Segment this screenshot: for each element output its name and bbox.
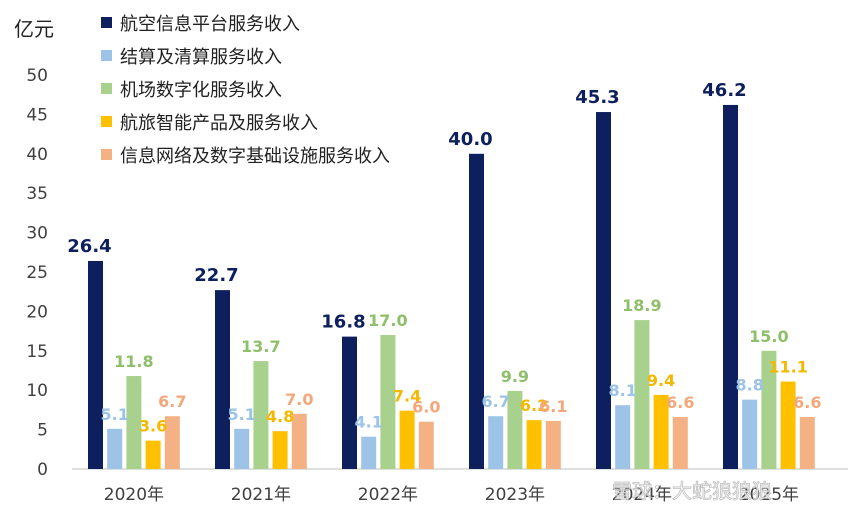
legend-swatch xyxy=(101,116,112,127)
y-tick-label: 20 xyxy=(26,302,48,322)
bar-4-2025年 xyxy=(780,381,796,469)
bar-1-2021年 xyxy=(215,290,230,469)
bar-1-2024年 xyxy=(596,112,611,469)
data-label: 7.0 xyxy=(285,390,313,409)
bar-5-2023年 xyxy=(545,420,561,469)
bar-4-2024年 xyxy=(653,394,669,469)
legend-swatch xyxy=(101,17,112,28)
legend-label: 航旅智能产品及服务收入 xyxy=(120,113,318,134)
bar-3-2024年 xyxy=(634,320,650,469)
bar-2-2025年 xyxy=(742,399,758,469)
y-tick-label: 10 xyxy=(26,381,48,401)
x-category-label: 2024年 xyxy=(612,485,672,505)
data-label: 3.6 xyxy=(139,417,167,436)
data-label: 8.1 xyxy=(609,381,637,400)
data-label: 7.4 xyxy=(393,387,421,406)
bar-4-2021年 xyxy=(272,431,288,469)
y-tick-label: 30 xyxy=(26,224,48,244)
bar-5-2022年 xyxy=(418,421,434,469)
y-tick-label: 35 xyxy=(26,184,48,204)
bar-5-2021年 xyxy=(291,413,307,469)
bar-1-2022年 xyxy=(342,336,357,469)
bar-3-2020年 xyxy=(126,376,142,469)
y-tick-label: 5 xyxy=(37,421,48,441)
data-label: 16.8 xyxy=(321,312,365,333)
legend-swatch xyxy=(101,83,112,94)
data-label: 15.0 xyxy=(749,327,788,346)
data-label: 9.9 xyxy=(501,367,529,386)
y-tick-label: 15 xyxy=(26,342,48,362)
bar-4-2020年 xyxy=(145,440,161,469)
y-tick-label: 25 xyxy=(26,263,48,283)
data-label: 6.7 xyxy=(482,392,510,411)
bar-3-2025年 xyxy=(761,350,777,469)
y-axis-unit-label: 亿元 xyxy=(14,17,54,41)
data-label: 46.2 xyxy=(702,80,746,101)
data-label: 5.1 xyxy=(101,405,129,424)
legend-swatch xyxy=(101,149,112,160)
data-label-group: 26.4 5.1 11.8 3.6 6.7 22.7 5.1 13.7 4.87.0 16.8 4.… xyxy=(67,80,821,436)
data-label: 13.7 xyxy=(241,337,280,356)
data-label: 4.8 xyxy=(266,407,294,426)
legend-label: 信息网络及数字基础设施服务收入 xyxy=(120,146,390,167)
data-label: 6.1 xyxy=(539,397,567,416)
bar-4-2022年 xyxy=(399,410,415,469)
bar-2-2023年 xyxy=(488,416,504,469)
data-label: 6.0 xyxy=(412,398,440,417)
legend-label: 机场数字化服务收入 xyxy=(120,80,282,101)
y-tick-label: 0 xyxy=(37,460,48,480)
y-tick-label: 50 xyxy=(26,66,48,86)
data-label: 6.7 xyxy=(158,392,186,411)
data-label: 40.0 xyxy=(448,129,492,150)
legend-swatch xyxy=(101,50,112,61)
data-label: 11.1 xyxy=(768,358,807,377)
bar-3-2023年 xyxy=(507,390,523,469)
bar-2-2020年 xyxy=(107,428,123,469)
bar-2-2022年 xyxy=(361,436,377,469)
data-label: 11.8 xyxy=(114,352,153,371)
bar-5-2020年 xyxy=(164,416,180,469)
x-category-label: 2025年 xyxy=(739,485,799,505)
x-category-label: 2022年 xyxy=(358,485,418,505)
bar-4-2023年 xyxy=(526,420,542,469)
data-label: 8.8 xyxy=(736,376,764,395)
legend-label: 航空信息平台服务收入 xyxy=(120,14,300,35)
bar-3-2022年 xyxy=(380,335,396,469)
data-label: 6.6 xyxy=(793,393,821,412)
legend: 航空信息平台服务收入结算及清算服务收入机场数字化服务收入航旅智能产品及服务收入信… xyxy=(101,14,390,167)
y-tick-label: 40 xyxy=(26,145,48,165)
data-label: 6.2 xyxy=(520,396,548,415)
x-category-label: 2023年 xyxy=(485,485,545,505)
bar-1-2025年 xyxy=(723,104,738,469)
bar-5-2024年 xyxy=(672,416,688,469)
data-label: 6.6 xyxy=(666,393,694,412)
x-category-label: 2021年 xyxy=(231,485,291,505)
bar-2-2021年 xyxy=(234,428,250,469)
data-label: 26.4 xyxy=(67,236,111,257)
data-label: 22.7 xyxy=(194,265,238,286)
data-label: 18.9 xyxy=(622,296,661,315)
watermark: 雪球：大蛇狼狼狼 xyxy=(612,479,772,503)
y-axis-ticks: 0 5 10 15 20 25 30 35 40 45 50 xyxy=(26,66,48,480)
legend-label: 结算及清算服务收入 xyxy=(120,47,282,68)
x-axis-categories: 2020年 2021年 2022年 2023年 2024年 2025年 xyxy=(104,485,799,505)
bar-5-2025年 xyxy=(799,416,815,469)
data-label: 9.4 xyxy=(647,371,675,390)
data-label: 17.0 xyxy=(368,311,407,330)
bar-series-group xyxy=(88,104,815,470)
bar-2-2024年 xyxy=(615,405,631,469)
data-label: 45.3 xyxy=(575,87,619,108)
bar-1-2020年 xyxy=(88,260,103,469)
bar-1-2023年 xyxy=(469,153,484,470)
data-label: 4.1 xyxy=(355,413,383,432)
y-tick-label: 45 xyxy=(26,105,48,125)
x-category-label: 2020年 xyxy=(104,485,164,505)
bar-3-2021年 xyxy=(253,361,269,469)
data-label: 5.1 xyxy=(228,405,256,424)
